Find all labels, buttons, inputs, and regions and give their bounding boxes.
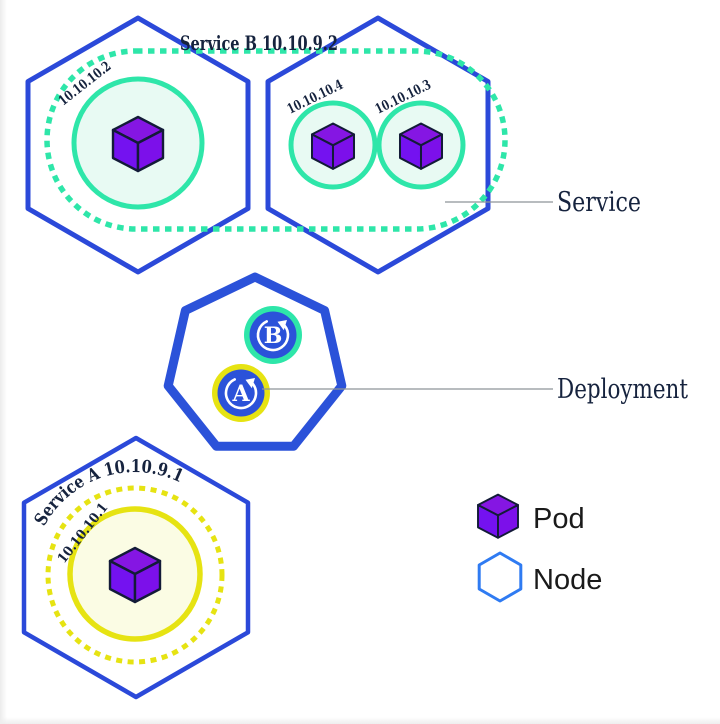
legend-node-icon	[477, 551, 523, 603]
pod-icon	[310, 122, 356, 170]
service-a-boundary	[45, 485, 225, 665]
deployment-a-letter: A	[231, 381, 250, 407]
service-b-boundary	[44, 48, 508, 232]
legend-pod-icon	[477, 493, 519, 539]
deployment-heptagon	[163, 272, 347, 451]
rollout-arrowhead-icon	[245, 378, 255, 389]
rollout-arrowhead-icon	[277, 320, 287, 331]
deployment-callout-label: Deployment	[557, 374, 688, 405]
service-callout-label: Service	[557, 187, 641, 218]
service-b-title: Service B 10.10.9.2	[180, 31, 338, 55]
pod-icon	[398, 122, 444, 170]
deployment-a-badge: A	[212, 364, 270, 422]
rollout-arrow-icon	[256, 320, 290, 352]
deployment-b-letter: B	[264, 323, 283, 349]
legend-node-label: Node	[533, 564, 602, 596]
rollout-arrow-icon	[224, 378, 258, 410]
pod-icon	[108, 546, 162, 604]
legend-pod-label: Pod	[533, 503, 585, 535]
deployment-b-badge: B	[244, 306, 302, 364]
pod-icon	[111, 115, 165, 173]
